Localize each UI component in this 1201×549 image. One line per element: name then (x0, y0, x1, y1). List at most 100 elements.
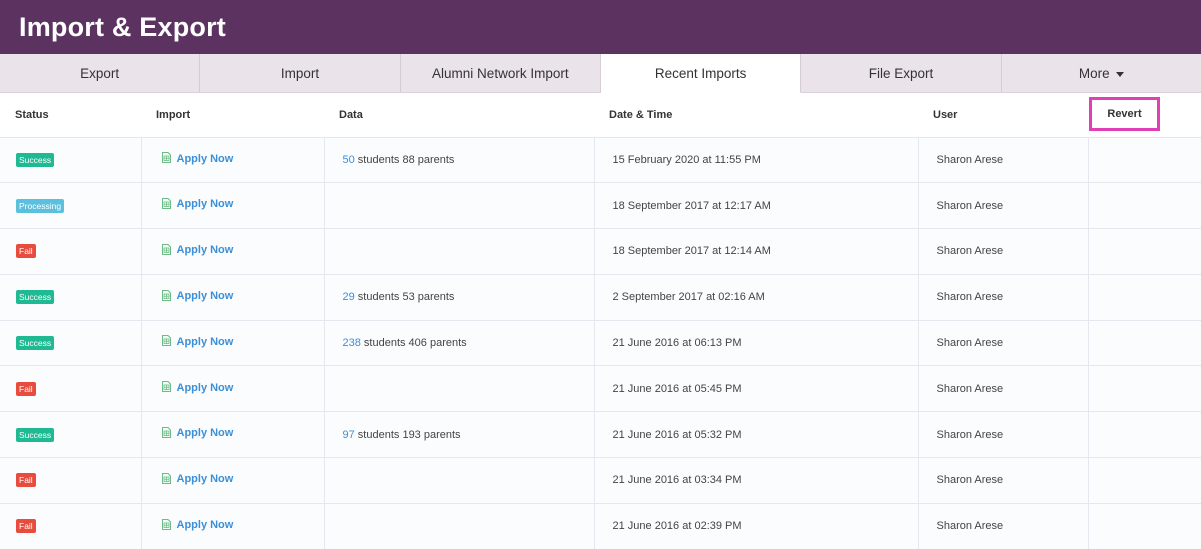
apply-now-link[interactable]: Apply Now (161, 518, 233, 531)
user-cell: Sharon Arese (918, 137, 1089, 184)
status-cell: Processing (0, 182, 142, 230)
table-row: Success Apply Now 29 students 53 parents… (0, 274, 1201, 321)
datetime-cell: 18 September 2017 at 12:14 AM (594, 228, 919, 275)
user-cell: Sharon Arese (918, 503, 1089, 549)
spreadsheet-file-icon (161, 518, 171, 530)
tab-export[interactable]: Export (0, 54, 201, 92)
data-summary: students 406 parents (360, 337, 467, 350)
import-cell: Apply Now (141, 228, 325, 275)
import-cell: Apply Now (141, 411, 325, 459)
apply-now-label: Apply Now (176, 381, 234, 394)
revert-cell (1088, 274, 1201, 321)
apply-now-link[interactable]: Apply Now (161, 472, 234, 486)
tab-label: Recent Imports (654, 65, 747, 81)
column-header-datetime: Date & Time (594, 93, 918, 138)
data-summary: students 193 parents (354, 428, 461, 441)
tab-bar: Export Import Alumni Network Import Rece… (0, 54, 1201, 93)
table-header-row: Status Import Data Date & Time User Reve… (0, 93, 1201, 138)
import-cell: Apply Now (141, 137, 325, 184)
datetime-cell: 21 June 2016 at 05:45 PM (594, 365, 919, 413)
user-cell: Sharon Arese (918, 228, 1089, 275)
revert-cell (1088, 365, 1201, 413)
tab-recent-imports[interactable]: Recent Imports (600, 54, 802, 93)
tab-more[interactable]: More (1002, 54, 1201, 92)
datetime-cell: 21 June 2016 at 03:34 PM (594, 457, 919, 504)
tab-alumni-network-import[interactable]: Alumni Network Import (401, 54, 601, 92)
students-count-link[interactable]: 238 (342, 337, 361, 350)
revert-highlight-box[interactable]: Revert (1089, 97, 1160, 131)
status-cell: Success (0, 137, 142, 184)
data-cell (324, 182, 595, 230)
datetime-cell: 21 June 2016 at 06:13 PM (594, 320, 919, 367)
table-row: Fail Apply Now 21 June 2016 at 03:34 PM … (0, 457, 1201, 504)
tab-label: Alumni Network Import (432, 65, 569, 81)
tab-file-export[interactable]: File Export (801, 54, 1002, 92)
data-cell (324, 457, 595, 504)
spreadsheet-file-icon (161, 335, 171, 347)
status-cell: Fail (0, 228, 142, 275)
apply-now-label: Apply Now (176, 198, 234, 211)
spreadsheet-file-icon (161, 472, 171, 484)
apply-now-link[interactable]: Apply Now (161, 152, 234, 165)
status-cell: Fail (0, 365, 142, 413)
spreadsheet-file-icon (161, 381, 171, 393)
spreadsheet-file-icon (161, 152, 171, 164)
apply-now-label: Apply Now (176, 335, 234, 348)
status-badge: Fail (16, 473, 36, 488)
apply-now-label: Apply Now (176, 290, 234, 303)
datetime-cell: 2 September 2017 at 02:16 AM (594, 274, 919, 321)
apply-now-link[interactable]: Apply Now (161, 197, 234, 211)
table-row: Success Apply Now 238 students 406 paren… (0, 320, 1201, 367)
data-cell: 97 students 193 parents (324, 411, 595, 459)
datetime-cell: 18 September 2017 at 12:17 AM (594, 182, 919, 230)
import-cell: Apply Now (141, 365, 325, 413)
tab-import[interactable]: Import (200, 54, 401, 92)
apply-now-label: Apply Now (176, 473, 234, 486)
students-count-link[interactable]: 50 (342, 153, 355, 166)
students-count-link[interactable]: 97 (342, 428, 355, 441)
datetime-cell: 15 February 2020 at 11:55 PM (594, 137, 919, 184)
data-cell (324, 503, 595, 549)
table-row: Fail Apply Now 21 June 2016 at 05:45 PM … (0, 365, 1201, 413)
datetime-cell: 21 June 2016 at 05:32 PM (594, 411, 919, 459)
apply-now-link[interactable]: Apply Now (161, 243, 234, 257)
revert-cell (1088, 137, 1201, 184)
datetime-cell: 21 June 2016 at 02:39 PM (594, 503, 919, 549)
revert-cell (1088, 320, 1201, 367)
apply-now-link[interactable]: Apply Now (161, 426, 233, 439)
status-badge: Success (16, 336, 55, 351)
data-cell: 238 students 406 parents (324, 320, 595, 367)
import-cell: Apply Now (141, 503, 325, 549)
column-header-revert: Revert (1088, 93, 1201, 138)
user-cell: Sharon Arese (918, 274, 1089, 321)
chevron-down-icon (1115, 71, 1124, 77)
revert-cell (1088, 228, 1201, 275)
status-cell: Fail (0, 503, 142, 549)
tab-label: Import (280, 65, 320, 81)
students-count-link[interactable]: 29 (342, 291, 355, 304)
spreadsheet-file-icon (161, 243, 171, 255)
spreadsheet-file-icon (161, 426, 171, 438)
apply-now-label: Apply Now (176, 244, 234, 257)
apply-now-link[interactable]: Apply Now (161, 289, 234, 303)
data-summary: students 88 parents (354, 153, 455, 166)
page-title: Import & Export (19, 11, 227, 42)
import-cell: Apply Now (141, 320, 325, 367)
table-row: Success Apply Now 50 students 88 parents… (0, 137, 1201, 184)
apply-now-label: Apply Now (176, 152, 234, 165)
import-cell: Apply Now (141, 457, 325, 504)
apply-now-link[interactable]: Apply Now (161, 335, 234, 348)
status-cell: Success (0, 320, 142, 367)
column-header-status: Status (0, 93, 141, 138)
data-cell (324, 228, 595, 275)
tab-label: File Export (868, 65, 934, 81)
column-header-data: Data (324, 93, 594, 138)
user-cell: Sharon Arese (918, 411, 1089, 459)
recent-imports-table: Status Import Data Date & Time User Reve… (0, 93, 1201, 549)
table-row: Fail Apply Now 21 June 2016 at 02:39 PM … (0, 503, 1201, 549)
import-cell: Apply Now (141, 182, 325, 230)
status-badge: Processing (16, 198, 65, 213)
apply-now-link[interactable]: Apply Now (161, 381, 234, 394)
data-cell: 50 students 88 parents (324, 137, 595, 184)
revert-cell (1088, 503, 1201, 549)
